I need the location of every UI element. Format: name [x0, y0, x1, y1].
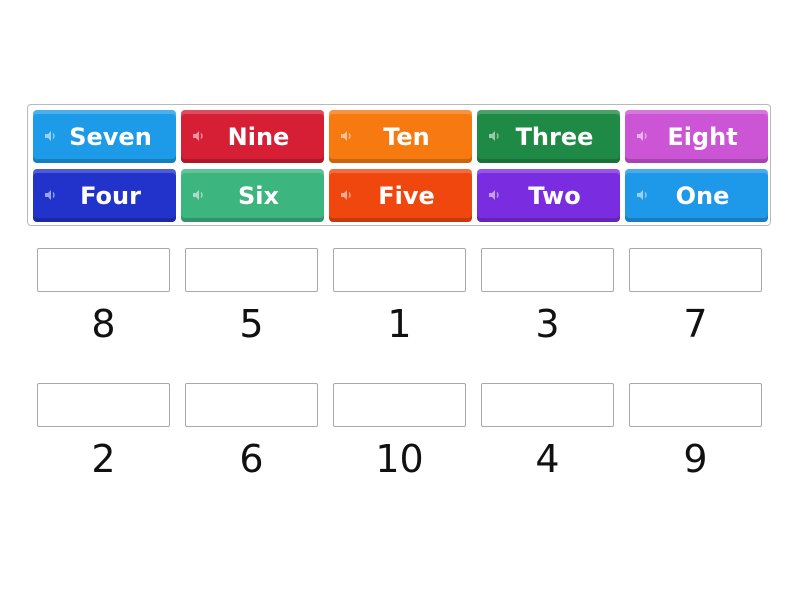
target-number: 2: [91, 437, 116, 481]
drop-slot[interactable]: [37, 383, 170, 427]
answer-tile-four[interactable]: Four: [33, 169, 176, 222]
tile-label: Seven: [69, 122, 152, 151]
speaker-icon[interactable]: [635, 188, 649, 202]
target-number: 3: [535, 302, 560, 346]
answer-tile-two[interactable]: Two: [477, 169, 620, 222]
answer-tile-three[interactable]: Three: [477, 110, 620, 163]
target-number: 10: [375, 437, 424, 481]
answer-tile-five[interactable]: Five: [329, 169, 472, 222]
drop-slot[interactable]: [333, 383, 466, 427]
target-number: 1: [387, 302, 412, 346]
target-number: 8: [91, 302, 116, 346]
tile-label: Four: [80, 181, 141, 210]
tile-label: Ten: [383, 122, 430, 151]
speaker-icon[interactable]: [487, 129, 501, 143]
target-number: 4: [535, 437, 560, 481]
drop-slot[interactable]: [481, 248, 614, 292]
tile-label: Two: [528, 181, 581, 210]
tile-label: Three: [515, 122, 594, 151]
answer-tile-ten[interactable]: Ten: [329, 110, 472, 163]
drop-slot[interactable]: [333, 248, 466, 292]
drop-slot[interactable]: [185, 248, 318, 292]
drop-slot[interactable]: [629, 383, 762, 427]
target-number: 9: [683, 437, 708, 481]
tile-label: Eight: [667, 122, 738, 151]
target-number: 6: [239, 437, 264, 481]
drop-slot[interactable]: [481, 383, 614, 427]
drop-slot[interactable]: [37, 248, 170, 292]
answer-tile-seven[interactable]: Seven: [33, 110, 176, 163]
answer-tile-eight[interactable]: Eight: [625, 110, 768, 163]
answer-tile-one[interactable]: One: [625, 169, 768, 222]
target-number: 7: [683, 302, 708, 346]
tile-label: One: [675, 181, 730, 210]
speaker-icon[interactable]: [191, 129, 205, 143]
tile-label: Nine: [227, 122, 290, 151]
tile-label: Six: [238, 181, 279, 210]
speaker-icon[interactable]: [43, 188, 57, 202]
tile-label: Five: [378, 181, 435, 210]
drop-slot[interactable]: [185, 383, 318, 427]
answer-tile-nine[interactable]: Nine: [181, 110, 324, 163]
speaker-icon[interactable]: [635, 129, 649, 143]
drop-slot[interactable]: [629, 248, 762, 292]
speaker-icon[interactable]: [339, 188, 353, 202]
target-number: 5: [239, 302, 264, 346]
speaker-icon[interactable]: [191, 188, 205, 202]
answer-tile-six[interactable]: Six: [181, 169, 324, 222]
speaker-icon[interactable]: [43, 129, 57, 143]
speaker-icon[interactable]: [339, 129, 353, 143]
speaker-icon[interactable]: [487, 188, 501, 202]
